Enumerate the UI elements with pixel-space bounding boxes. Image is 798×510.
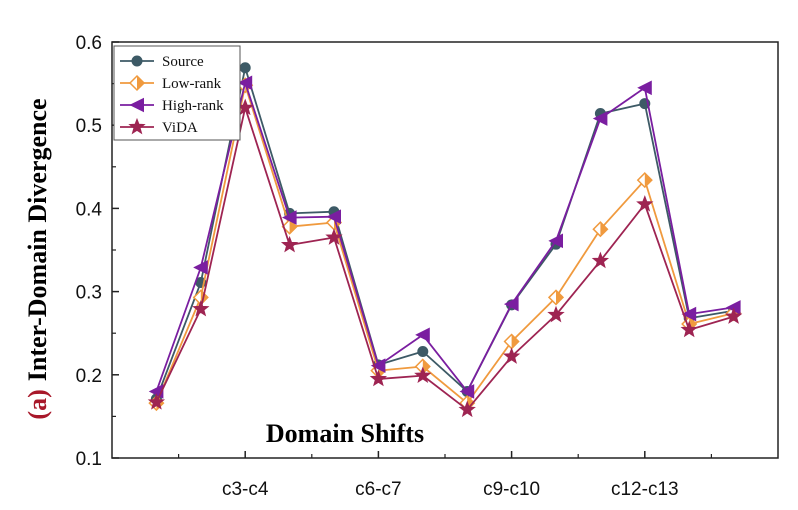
series-vida	[147, 98, 743, 418]
data-point	[724, 307, 743, 324]
data-point-fill	[556, 290, 563, 305]
axes: 0.1 0.2 0.3 0.4 0.5 0.6 c3-c4 c6-c7 c9-c10 c12-c1…	[76, 33, 779, 500]
legend-item: Source	[120, 54, 204, 70]
y-tick-label: 0.1	[76, 449, 102, 470]
data-point	[325, 228, 343, 245]
legend-label: Low-rank	[162, 76, 222, 92]
x-tick-label: c12-c13	[611, 479, 679, 500]
y-axis-title: (a) Inter-Domain Divergence	[23, 98, 52, 419]
data-point	[281, 210, 297, 225]
y-tick-label: 0.3	[76, 283, 102, 304]
data-point	[547, 305, 565, 323]
x-axis-title: Domain Shifts	[266, 419, 424, 448]
data-point	[681, 306, 697, 322]
data-point	[414, 366, 432, 384]
data-point	[281, 218, 298, 235]
y-tick-label: 0.2	[76, 366, 102, 387]
legend-marker	[131, 55, 143, 67]
data-point	[591, 251, 610, 269]
data-point-fill	[644, 173, 652, 188]
legend-item: ViDA	[120, 117, 198, 136]
data-point	[458, 400, 476, 418]
data-point	[459, 384, 475, 399]
data-point	[280, 235, 299, 253]
data-point	[417, 346, 429, 358]
data-point-fill	[511, 334, 519, 349]
x-tick-label: c6-c7	[355, 479, 401, 500]
data-point	[592, 111, 608, 126]
data-point-fill	[600, 222, 608, 237]
legend-marker-fill	[137, 76, 144, 90]
y-tick-label: 0.5	[76, 116, 102, 137]
data-point	[502, 347, 521, 364]
data-point	[680, 320, 698, 338]
legend: Source Low-rank High-rank ViDA	[113, 45, 241, 141]
data-point	[370, 358, 386, 373]
legend-item: High-rank	[120, 97, 224, 114]
data-point	[193, 260, 208, 275]
data-point-fill	[422, 359, 430, 374]
data-point	[548, 233, 563, 249]
series-line	[155, 84, 734, 405]
legend-marker	[129, 97, 144, 113]
series-line	[155, 66, 734, 400]
legend-item: Low-rank	[120, 74, 222, 92]
series-high-rank	[148, 75, 741, 399]
legend-label: Source	[162, 54, 204, 70]
y-tick-label: 0.4	[76, 199, 103, 220]
data-point	[547, 289, 565, 306]
legend-label: ViDA	[162, 120, 198, 136]
y-tick-label: 0.6	[76, 33, 102, 54]
data-point	[592, 221, 609, 238]
legend-marker	[128, 74, 146, 92]
data-point	[415, 327, 430, 343]
data-point	[326, 209, 341, 225]
data-point	[147, 393, 166, 410]
data-point	[237, 75, 253, 91]
data-point	[636, 195, 654, 212]
data-point	[369, 369, 388, 387]
series-line	[155, 106, 734, 411]
x-tick-label: c9-c10	[483, 479, 540, 500]
series-line	[155, 81, 734, 393]
data-point	[239, 62, 251, 74]
data-point	[192, 299, 210, 317]
panel-label: (a)	[23, 389, 52, 419]
legend-label: High-rank	[162, 98, 224, 114]
y-axis-title-text: Inter-Domain Divergence	[23, 98, 52, 381]
data-point-fill	[289, 219, 297, 234]
legend-marker	[128, 117, 146, 135]
data-point	[636, 172, 653, 189]
data-point	[503, 296, 519, 312]
data-point	[637, 80, 652, 96]
series-group	[147, 62, 743, 418]
x-tick-label: c3-c4	[222, 479, 269, 500]
